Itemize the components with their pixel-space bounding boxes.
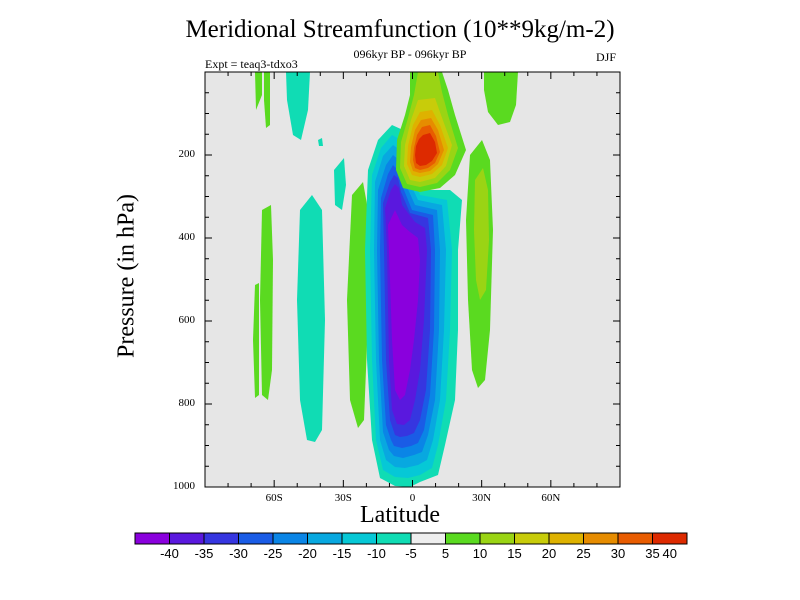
colorbar-level-label: -5 xyxy=(405,546,417,561)
axis-major-ticks xyxy=(205,72,620,488)
positive-band-30n xyxy=(466,72,518,388)
colorbar-level-label: 35 xyxy=(645,546,660,561)
colorbar-swatch xyxy=(341,532,377,545)
negative-band-50s xyxy=(286,72,346,442)
colorbar-level-label: -25 xyxy=(263,546,283,561)
experiment-label: Expt = teaq3-tdxo3 xyxy=(205,57,298,71)
y-tick-label: 200 xyxy=(178,148,196,160)
colorbar-swatch xyxy=(445,532,481,545)
colorbar-swatch xyxy=(307,532,343,545)
contour-plot xyxy=(204,71,621,488)
colorbar-swatch xyxy=(410,532,446,545)
colorbar-level-label: 30 xyxy=(610,546,626,561)
x-tick-label: 30S xyxy=(334,492,352,504)
chart-title: Meridional Streamfunction (10**9kg/m-2) xyxy=(185,16,615,43)
colorbar-level-label: -30 xyxy=(229,546,248,561)
colorbar-level-label: -10 xyxy=(367,546,386,561)
colorbar-level-label: 20 xyxy=(541,546,557,561)
colorbar-swatch xyxy=(203,532,239,545)
colorbar-level-label: 25 xyxy=(576,546,591,561)
colorbar-swatch xyxy=(548,532,584,545)
colorbar-swatch xyxy=(134,532,170,545)
colorbar-level-label: -35 xyxy=(194,546,214,561)
colorbar-swatch xyxy=(169,532,205,545)
colorbar-swatch xyxy=(617,532,653,545)
colorbar-swatch xyxy=(238,532,274,545)
upper-positive-cell xyxy=(396,72,466,192)
colorbar xyxy=(134,532,688,545)
colorbar-level-label: -20 xyxy=(298,546,317,561)
colorbar-level-label: -40 xyxy=(160,546,179,561)
colorbar-level-label: 15 xyxy=(507,546,522,561)
positive-band-60s xyxy=(253,72,273,400)
x-tick-label: 30N xyxy=(472,492,492,504)
chart-subtitle: 096kyr BP - 096kyr BP xyxy=(353,47,467,61)
equatorial-negative-cell xyxy=(365,125,462,487)
colorbar-swatch xyxy=(514,532,550,545)
season-label: DJF xyxy=(596,50,617,64)
positive-band-30s xyxy=(347,182,368,428)
colorbar-level-label: 5 xyxy=(441,546,450,561)
y-tick-label: 800 xyxy=(178,397,196,409)
colorbar-level-label: 10 xyxy=(472,546,488,561)
colorbar-swatch xyxy=(583,532,619,545)
colorbar-swatch xyxy=(272,532,308,545)
colorbar-swatch xyxy=(376,532,412,545)
colorbar-level-label: -15 xyxy=(332,546,352,561)
x-tick-label: 60N xyxy=(541,492,561,504)
colorbar-swatch xyxy=(479,532,515,545)
y-tick-label: 600 xyxy=(178,314,196,326)
axis-minor-ticks xyxy=(204,72,621,487)
y-tick-label: 1000 xyxy=(173,480,195,492)
y-axis-label: Pressure (in hPa) xyxy=(113,194,140,358)
x-axis-label: Latitude xyxy=(360,502,440,528)
colorbar-swatch xyxy=(652,532,688,545)
x-tick-label: 60S xyxy=(265,492,283,504)
colorbar-level-label: 40 xyxy=(662,546,677,561)
x-tick-label: 0 xyxy=(409,492,416,504)
y-tick-label: 400 xyxy=(178,231,196,243)
